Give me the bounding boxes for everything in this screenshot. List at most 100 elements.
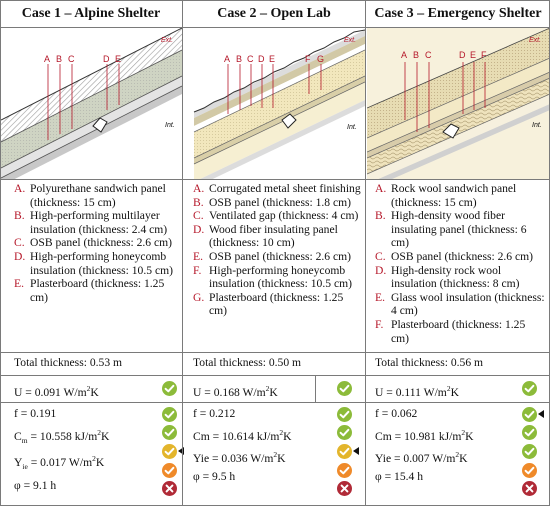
layer-text: High-performing honeycomb insulation (th…: [209, 263, 352, 291]
check-icon: [522, 444, 537, 459]
selection-marker-icon: [178, 447, 184, 455]
layer-item: C. OSB panel (thickness: 2.6 cm): [375, 250, 545, 264]
check-icon: [162, 444, 177, 459]
divider: [0, 179, 550, 180]
layer-key: E.: [14, 277, 24, 291]
check-icon: [522, 463, 537, 478]
fig-label-a: A: [224, 54, 231, 64]
wall-section-figure: [184, 28, 365, 179]
case-3-params: f = 0.062 Cm = 10.981 kJ/m2K Yie = 0.007…: [375, 405, 515, 487]
fig-label-a: A: [44, 54, 51, 64]
case-2-u-value: U = 0.168 W/m2K: [193, 384, 278, 399]
fig-label-b: B: [56, 54, 63, 64]
layer-text: OSB panel (thickness: 2.6 cm): [391, 249, 534, 263]
layer-key: A.: [14, 182, 26, 195]
check-icon: [522, 407, 537, 422]
case-3-total-thickness: Total thickness: 0.56 m: [375, 356, 484, 369]
layer-text: High-performing honeycomb insulation (th…: [30, 249, 173, 277]
fig-label-b: B: [413, 50, 420, 60]
fig-label-d: D: [459, 50, 466, 60]
param-f: f = 0.062: [375, 407, 418, 420]
layer-item: E. Plasterboard (thickness: 1.25 cm): [14, 277, 180, 304]
layer-key: E.: [193, 249, 203, 263]
cross-icon: [337, 481, 352, 496]
layer-key: E.: [375, 290, 385, 304]
divider: [182, 0, 183, 506]
layer-text: Rock wool sandwich panel (thickness: 15 …: [391, 182, 517, 209]
layer-key: C.: [193, 209, 204, 223]
layer-text: OSB panel (thickness: 2.6 cm): [209, 249, 352, 263]
layer-text: Ventilated gap (thickness: 4 cm): [209, 209, 359, 223]
fig-label-c: C: [425, 50, 432, 60]
case-3-u-value: U = 0.111 W/m2K: [375, 384, 459, 399]
layer-item: E. Glass wool insulation (thickness: 4 cm…: [375, 291, 545, 318]
fig-label-c: C: [247, 54, 254, 64]
case-2-layer-list: A. Corrugated metal sheet finishing B. OSB…: [193, 182, 361, 318]
check-icon: [162, 425, 177, 440]
int-label: Int.: [347, 124, 357, 131]
param-f: f = 0.191: [14, 407, 57, 420]
layer-key: D.: [375, 263, 387, 277]
layer-item: F. Plasterboard (thickness: 1.25 cm): [375, 318, 545, 345]
layer-key: G.: [193, 290, 205, 304]
case-3-section-drawing: A B C D E F Ext. Int.: [367, 28, 550, 179]
fig-label-d: D: [258, 54, 265, 64]
layer-item: B. OSB panel (thickness: 1.8 cm): [193, 196, 361, 210]
case-2-title: Case 2 – Open Lab: [183, 0, 365, 27]
layer-item: C. Ventilated gap (thickness: 4 cm): [193, 209, 361, 223]
case-1-section-drawing: A B C D E Ext. Int.: [1, 28, 182, 179]
fig-label-f: F: [305, 54, 311, 64]
int-label: Int.: [165, 122, 175, 129]
case-1-total-thickness: Total thickness: 0.53 m: [14, 356, 123, 369]
case-1-layer-list: A. Polyurethane sandwich panel (thickness…: [14, 182, 180, 304]
layer-text: Corrugated metal sheet finishing: [209, 182, 361, 195]
layer-text: OSB panel (thickness: 2.6 cm): [30, 236, 173, 250]
layer-key: B.: [193, 195, 204, 209]
wall-section-figure: [367, 28, 550, 179]
layer-item: D. High-density rock wool insulation (thi…: [375, 264, 545, 291]
fig-label-c: C: [68, 54, 75, 64]
layer-text: Plasterboard (thickness: 1.25 cm): [209, 290, 344, 318]
fig-label-b: B: [236, 54, 243, 64]
layer-text: Plasterboard (thickness: 1.25 cm): [30, 277, 165, 304]
layer-text: Polyurethane sandwich panel (thickness: …: [30, 182, 166, 209]
layer-key: F.: [193, 263, 202, 277]
cross-icon: [162, 481, 177, 496]
case-3-title: Case 3 – Emergency Shelter: [366, 0, 550, 27]
layer-item: A. Corrugated metal sheet finishing: [193, 182, 361, 196]
fig-label-e: E: [470, 50, 477, 60]
layer-item: E. OSB panel (thickness: 2.6 cm): [193, 250, 361, 264]
layer-text: OSB panel (thickness: 1.8 cm): [209, 195, 352, 209]
divider: [0, 0, 550, 1]
check-icon: [162, 407, 177, 422]
layer-item: G. Plasterboard (thickness: 1.25 cm): [193, 291, 361, 318]
case-2-params: f = 0.212 Cm = 10.614 kJ/m2K Yie = 0.036…: [193, 405, 333, 487]
check-icon: [162, 463, 177, 478]
param-cm: Cm = 10.558 kJ/m2K: [14, 427, 110, 445]
layer-item: B. High-density wood fiber insulating pan…: [375, 209, 545, 250]
param-yie: Yie = 0.017 W/m2K: [14, 454, 105, 472]
check-icon: [337, 463, 352, 478]
check-icon: [337, 425, 352, 440]
layer-key: B.: [14, 209, 25, 223]
wall-section-figure: [1, 28, 182, 179]
divider: [365, 0, 366, 506]
selection-marker-icon: [538, 410, 544, 418]
layer-key: B.: [375, 209, 386, 223]
fig-label-g: G: [317, 54, 325, 64]
check-icon: [337, 407, 352, 422]
param-cm: Cm = 10.614 kJ/m2K: [193, 427, 292, 443]
layer-text: Glass wool insulation (thickness: 4 cm): [391, 290, 545, 318]
layer-item: D. Wood fiber insulating panel (thickness…: [193, 223, 361, 250]
layer-text: High-density rock wool insulation (thick…: [391, 263, 520, 291]
divider: [0, 0, 1, 506]
param-cm: Cm = 10.981 kJ/m2K: [375, 427, 474, 443]
divider: [0, 402, 550, 403]
layer-item: D. High-performing honeycomb insulation (…: [14, 250, 180, 277]
param-phi: φ = 15.4 h: [375, 470, 424, 484]
param-f: f = 0.212: [193, 407, 236, 420]
layer-key: C.: [375, 249, 386, 263]
case-1-u-value: U = 0.091 W/m2K: [14, 384, 99, 399]
divider: [0, 27, 550, 28]
ext-label: Ext.: [529, 37, 542, 44]
